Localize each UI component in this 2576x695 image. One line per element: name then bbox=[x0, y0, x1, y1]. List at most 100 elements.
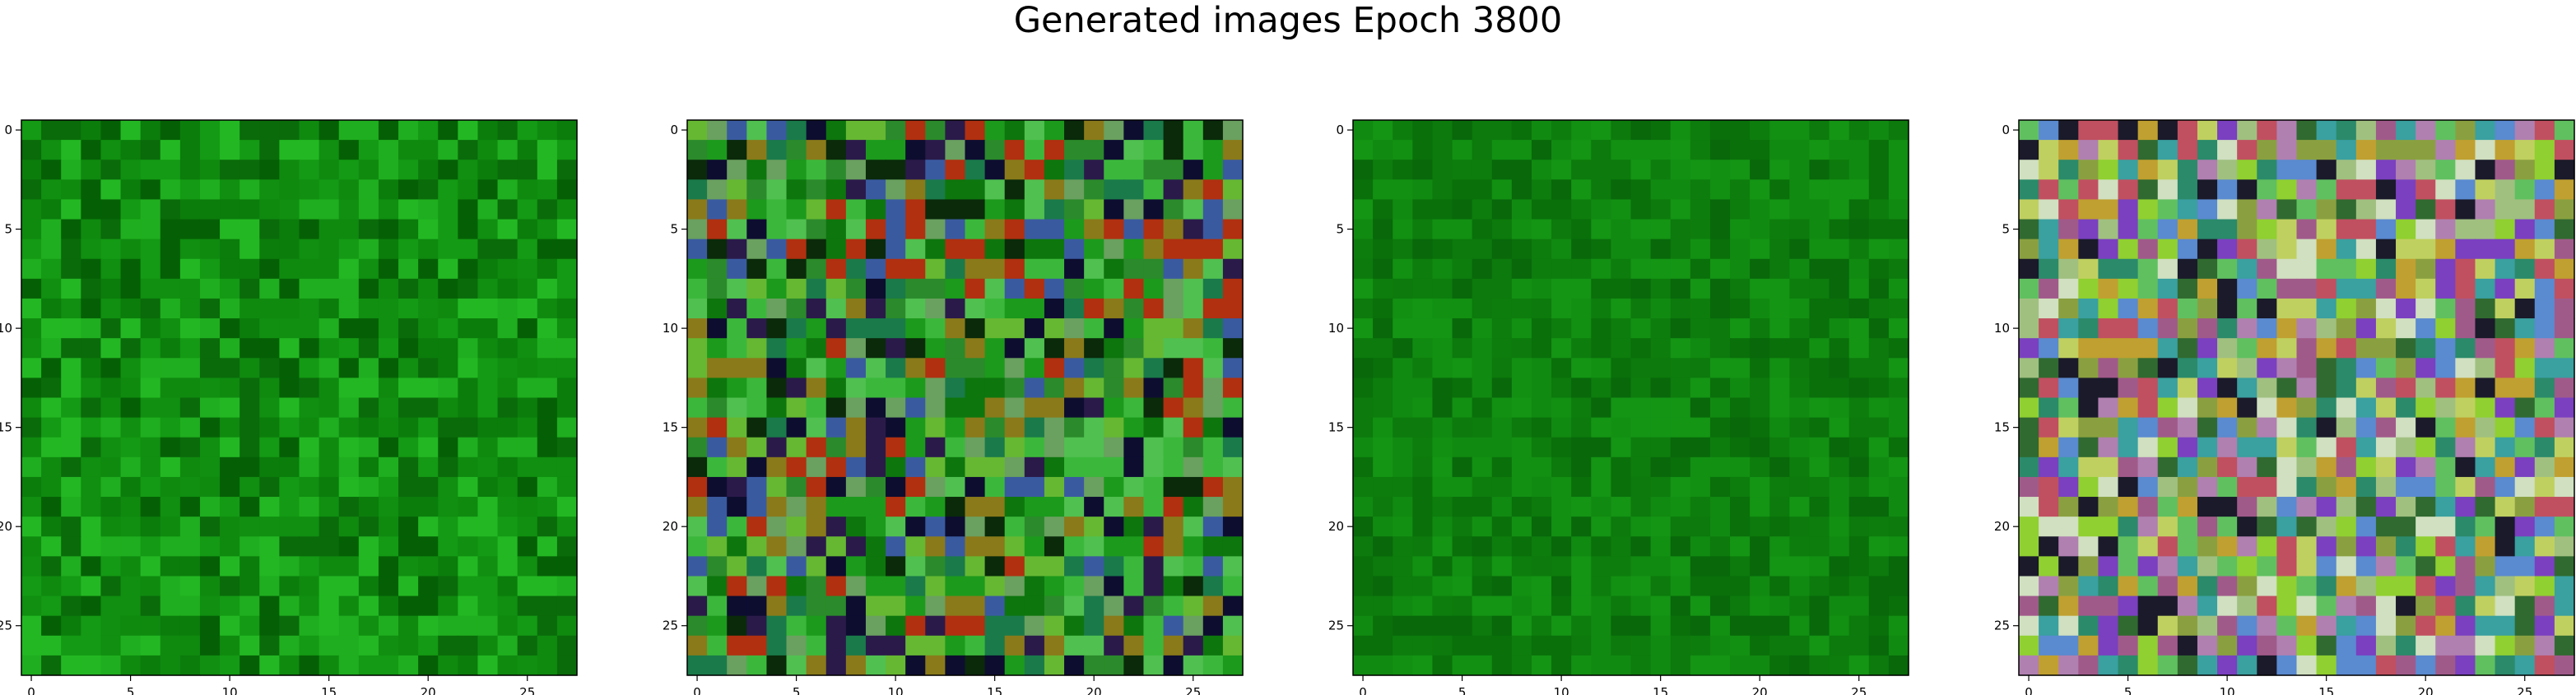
heatmap-cell bbox=[2455, 595, 2476, 617]
heatmap-cell bbox=[2177, 397, 2198, 419]
heatmap-cell bbox=[160, 140, 181, 160]
heatmap-cell bbox=[556, 576, 578, 597]
heatmap-cell bbox=[1222, 615, 1244, 637]
heatmap-cell bbox=[2375, 397, 2397, 419]
heatmap-cell bbox=[378, 476, 399, 498]
heatmap-cell bbox=[865, 358, 886, 378]
heatmap-cell bbox=[786, 378, 807, 399]
heatmap-cell bbox=[1670, 140, 1691, 160]
heatmap-cell bbox=[1412, 338, 1434, 359]
heatmap-cell bbox=[2495, 635, 2516, 656]
heatmap-cell bbox=[239, 199, 260, 220]
heatmap-cell bbox=[2475, 120, 2496, 141]
heatmap-cell bbox=[727, 517, 747, 537]
heatmap-cell bbox=[1888, 497, 1909, 517]
heatmap-cell bbox=[160, 456, 181, 478]
heatmap-cell bbox=[537, 497, 558, 517]
heatmap-cell bbox=[378, 338, 399, 359]
heatmap-cell bbox=[1104, 219, 1124, 240]
heatmap-cell bbox=[2078, 437, 2099, 458]
heatmap-cell bbox=[1143, 318, 1165, 339]
heatmap-cell bbox=[984, 536, 1006, 557]
heatmap-cell bbox=[61, 595, 81, 617]
heatmap-cell bbox=[2554, 497, 2575, 517]
heatmap-cell bbox=[1670, 298, 1691, 319]
heatmap-cell bbox=[2019, 556, 2039, 577]
heatmap-cell bbox=[2416, 497, 2436, 517]
heatmap-cell bbox=[2257, 140, 2277, 160]
heatmap-cell bbox=[338, 397, 360, 419]
heatmap-cell bbox=[1511, 476, 1532, 498]
heatmap-cell bbox=[537, 378, 558, 399]
heatmap-cell bbox=[21, 576, 42, 597]
heatmap-cell bbox=[1591, 456, 1611, 478]
heatmap-cell bbox=[2098, 517, 2119, 537]
heatmap-cell bbox=[81, 258, 102, 280]
heatmap-cell bbox=[1104, 655, 1124, 676]
heatmap-cell bbox=[1611, 437, 1632, 458]
heatmap-cell bbox=[965, 219, 986, 240]
heatmap-cell bbox=[1044, 476, 1065, 498]
heatmap-cell bbox=[1888, 615, 1909, 637]
heatmap-cell bbox=[1163, 595, 1184, 617]
heatmap-cell bbox=[1452, 497, 1473, 517]
heatmap-cell bbox=[766, 615, 788, 637]
y-tick-label: 5 bbox=[1336, 222, 1344, 237]
heatmap-cell bbox=[1709, 635, 1731, 656]
heatmap-cell bbox=[1353, 179, 1374, 201]
heatmap-cell bbox=[1432, 179, 1453, 201]
heatmap-cell bbox=[259, 556, 280, 577]
heatmap-cell bbox=[556, 635, 578, 656]
heatmap-cell bbox=[2177, 199, 2198, 220]
heatmap-cell bbox=[1202, 140, 1224, 160]
heatmap-cell bbox=[2495, 497, 2516, 517]
heatmap-cell bbox=[2237, 437, 2257, 458]
heatmap-cell bbox=[497, 595, 518, 617]
heatmap-cell bbox=[687, 497, 708, 517]
heatmap-cell bbox=[2355, 199, 2377, 220]
heatmap-cell bbox=[239, 497, 260, 517]
heatmap-cell bbox=[1412, 456, 1434, 478]
heatmap-cell bbox=[905, 476, 926, 498]
heatmap-cell bbox=[1183, 120, 1204, 141]
heatmap-cell bbox=[1202, 397, 1224, 419]
heatmap-cell bbox=[2237, 517, 2257, 537]
heatmap-cell bbox=[1104, 298, 1124, 319]
heatmap-cell bbox=[1571, 239, 1592, 260]
heatmap-cell bbox=[100, 239, 122, 260]
heatmap-cell bbox=[707, 437, 728, 458]
heatmap-cell bbox=[707, 258, 728, 280]
heatmap-cell bbox=[2058, 358, 2079, 378]
heatmap-cell bbox=[1202, 635, 1224, 656]
heatmap-cell bbox=[1202, 615, 1224, 637]
heatmap-cell bbox=[786, 258, 807, 280]
heatmap-cell bbox=[687, 417, 708, 438]
heatmap-cell bbox=[1750, 655, 1770, 676]
heatmap-cell bbox=[2039, 437, 2059, 458]
heatmap-cell bbox=[2217, 556, 2238, 577]
heatmap-cell bbox=[1591, 635, 1611, 656]
heatmap-cell bbox=[1163, 298, 1184, 319]
heatmap-cell bbox=[2375, 655, 2397, 676]
heatmap-cell bbox=[1104, 179, 1124, 201]
heatmap-cell bbox=[2137, 199, 2159, 220]
heatmap-cell bbox=[1084, 517, 1104, 537]
heatmap-cell bbox=[438, 199, 458, 220]
heatmap-cell bbox=[556, 338, 578, 359]
heatmap-cell bbox=[1353, 120, 1374, 141]
heatmap-cell bbox=[2276, 576, 2298, 597]
heatmap-cell bbox=[1750, 278, 1770, 299]
heatmap-cell bbox=[2514, 199, 2536, 220]
heatmap-cell bbox=[2435, 278, 2456, 299]
heatmap-cell bbox=[707, 378, 728, 399]
heatmap-cell bbox=[1531, 140, 1552, 160]
heatmap-cell bbox=[2396, 517, 2416, 537]
heatmap-cell bbox=[707, 517, 728, 537]
heatmap-cell bbox=[418, 239, 439, 260]
heatmap-cell bbox=[1511, 199, 1532, 220]
heatmap-cell bbox=[2455, 179, 2476, 201]
heatmap-cell bbox=[1789, 397, 1811, 419]
heatmap-cell bbox=[2237, 576, 2257, 597]
heatmap-cell bbox=[2137, 635, 2159, 656]
